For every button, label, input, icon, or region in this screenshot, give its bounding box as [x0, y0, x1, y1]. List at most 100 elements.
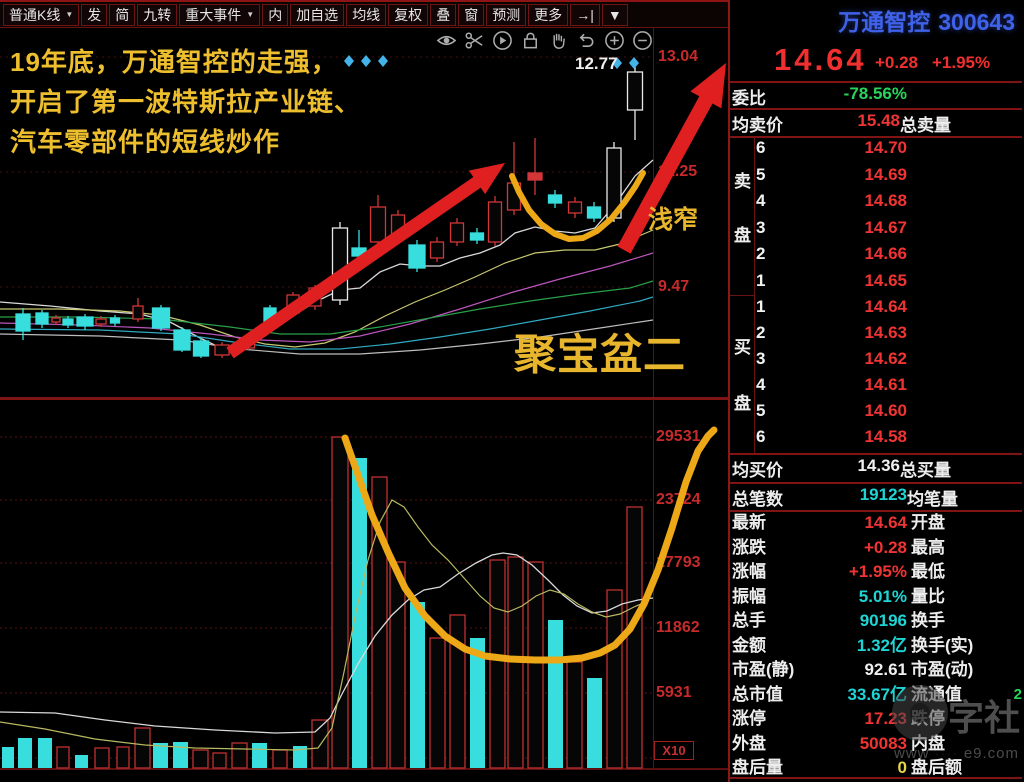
level-number: 3 [756, 217, 766, 237]
buy-price: 14.58 [864, 427, 907, 446]
info-row: 市盈(静) 92.61 市盈(动) [729, 658, 1024, 682]
info-row: 金额 1.32亿 换手(实) [729, 634, 1024, 658]
shallow-annotation: 浅窄 [648, 206, 699, 234]
toolbar-button-8[interactable]: 复权 [388, 3, 429, 26]
info-label-2: 最高 [911, 537, 945, 557]
info-value: 14.64 [864, 513, 907, 532]
buy-level-row[interactable]: 6 14.58 [729, 427, 1024, 449]
orderbook-side-label: 卖 [734, 172, 751, 191]
toolbar-button-5[interactable]: 内 [262, 3, 289, 26]
sell-level-row[interactable]: 5 14.69 [729, 165, 1024, 187]
info-label-2: 开盘 [911, 513, 945, 532]
toolbar-button-6[interactable]: 加自选 [290, 3, 345, 26]
total-trades-label: 总笔数 [732, 490, 783, 509]
info-label-2: 内盘 [911, 733, 945, 753]
toolbar-button-3[interactable]: 九转 [137, 3, 178, 26]
info-label: 涨跌 [732, 537, 766, 557]
toolbar-button-7[interactable]: 均线 [346, 3, 387, 26]
toolbar-button-label: 九转 [143, 6, 172, 23]
avg-buy-row: 均买价 14.36 总买量 [729, 456, 1024, 480]
info-row: 外盘 50083 内盘 [729, 732, 1024, 756]
toolbar-button-label: 叠 [436, 6, 451, 23]
info-value: 1.32亿 [856, 635, 907, 655]
sell-level-row[interactable]: 3 14.67 [729, 218, 1024, 240]
zoom-out-icon[interactable] [632, 30, 653, 51]
buy-level-row[interactable]: 1 14.64 [729, 297, 1024, 319]
orderbook-mid-line [729, 295, 754, 296]
info-value: 92.61 [864, 660, 907, 679]
total-trades-row: 总笔数 19123 均笔量 [729, 485, 1024, 509]
buy-level-row[interactable]: 4 14.61 [729, 375, 1024, 397]
toolbar-button-12[interactable]: 更多 [528, 3, 569, 26]
undo-icon[interactable] [576, 30, 597, 51]
sell-level-row[interactable]: 4 14.68 [729, 191, 1024, 213]
info-value: 33.67亿 [847, 684, 907, 704]
toolbar-button-1[interactable]: 发 [81, 3, 108, 26]
buy-level-row[interactable]: 2 14.63 [729, 323, 1024, 345]
toolbar-button-4[interactable]: 重大事件 ▼ [179, 3, 261, 26]
info-value: 90196 [859, 611, 907, 630]
zoom-in-icon[interactable] [604, 30, 625, 51]
hand-icon[interactable] [548, 30, 569, 51]
orderbook-side-label: 盘 [734, 394, 751, 413]
level-number: 2 [756, 323, 766, 342]
avg-sell-label: 均卖价 [732, 116, 783, 135]
panel-separator [729, 482, 1022, 484]
total-buy-label: 总买量 [900, 461, 951, 480]
axis-tick-label: 5931 [656, 684, 692, 701]
weibi-value: -78.56% [843, 84, 907, 103]
avg-sell-row: 均卖价 15.48 总卖量 [729, 111, 1024, 135]
toolbar-dropdown-icon[interactable]: ▼ [601, 3, 628, 26]
last-price: 14.64 [774, 42, 867, 77]
level-number: 2 [756, 244, 766, 263]
toolbar-button-label: 窗 [464, 6, 479, 23]
lock-icon[interactable] [520, 30, 541, 51]
play-icon[interactable] [492, 30, 513, 51]
buy-price: 14.63 [864, 323, 907, 342]
info-label: 涨停 [732, 709, 766, 728]
info-row: 总手 90196 换手 [729, 609, 1024, 633]
toolbar-button-11[interactable]: 预测 [486, 3, 527, 26]
level-number: 1 [756, 270, 766, 290]
avg-sell-value: 15.48 [857, 111, 900, 130]
jump-to-latest-icon[interactable]: →| [570, 3, 600, 26]
stock-title: 万通智控 300643 [729, 3, 1015, 37]
sell-price: 14.68 [864, 191, 907, 210]
toolbar-button-9[interactable]: 叠 [430, 3, 457, 26]
sell-level-row[interactable]: 6 14.70 [729, 138, 1024, 160]
toolbar-button-0[interactable]: 普通K线 ▼ [3, 3, 80, 26]
weibi-row: 委比 -78.56% [729, 84, 1024, 108]
volume-unit-multiplier: X10 [654, 741, 694, 760]
sell-level-row[interactable]: 1 14.65 [729, 271, 1024, 293]
info-value: 50083 [859, 733, 907, 753]
stock-code: 300643 [938, 9, 1015, 35]
buy-level-row[interactable]: 5 14.60 [729, 401, 1024, 423]
level-number: 6 [756, 138, 766, 157]
volume-chart [0, 426, 718, 769]
avg-buy-value: 14.36 [857, 456, 900, 475]
info-label: 市盈(静) [732, 660, 795, 679]
eye-icon[interactable] [436, 30, 457, 51]
panel-separator [729, 777, 1022, 779]
toolbar-button-label: 内 [268, 6, 283, 23]
panel-separator [729, 108, 1022, 110]
toolbar-button-label: 发 [87, 6, 102, 23]
info-value: 17.23 [864, 709, 907, 728]
buy-price: 14.64 [864, 297, 907, 316]
info-label: 盘后量 [732, 758, 783, 777]
info-row: 涨停 17.23 跌停 [729, 707, 1024, 731]
buy-price: 14.60 [864, 401, 907, 420]
buy-level-row[interactable]: 3 14.62 [729, 349, 1024, 371]
info-label-2: 跌停 [911, 709, 945, 728]
toolbar-button-2[interactable]: 简 [109, 3, 136, 26]
info-value-2: 2 [1013, 685, 1022, 703]
toolbar-button-label: 更多 [534, 6, 563, 23]
panel-separator [729, 81, 1022, 83]
toolbar-button-10[interactable]: 窗 [458, 3, 485, 26]
weibi-label: 委比 [732, 89, 766, 108]
scissors-icon[interactable] [464, 30, 485, 51]
sell-level-row[interactable]: 2 14.66 [729, 244, 1024, 266]
total-trades-value: 19123 [859, 485, 907, 504]
info-label: 总手 [732, 611, 766, 630]
